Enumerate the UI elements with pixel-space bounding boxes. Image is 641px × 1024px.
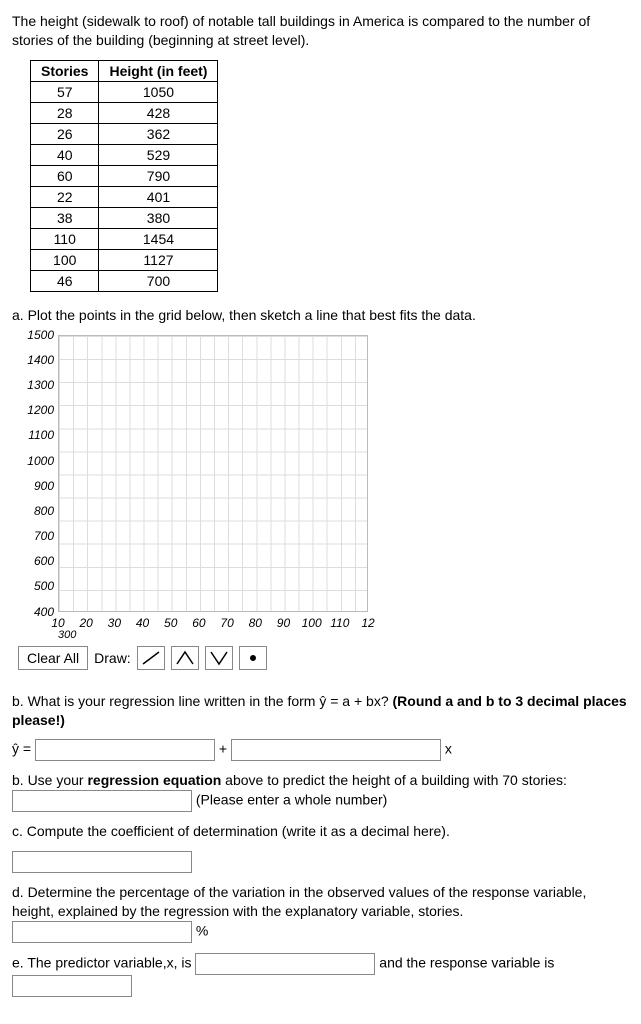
table-cell: 38	[31, 207, 99, 228]
y-axis-label: 700	[18, 529, 54, 543]
table-row: 26362	[31, 123, 218, 144]
x-axis-label: 12	[361, 616, 374, 630]
table-cell: 40	[31, 144, 99, 165]
table-cell: 428	[99, 102, 218, 123]
y-axis-label: 1500	[18, 328, 54, 342]
part-d-prefix: d. Determine the percentage of the varia…	[12, 884, 586, 919]
y-axis-label: 500	[18, 579, 54, 593]
table-row: 1001127	[31, 249, 218, 270]
y-axis-label: 1200	[18, 403, 54, 417]
x-axis-label: 50	[164, 616, 177, 630]
table-cell: 22	[31, 186, 99, 207]
draw-label: Draw:	[94, 650, 131, 666]
slope-input[interactable]	[231, 739, 441, 761]
data-table: StoriesHeight (in feet) 5710502842826362…	[30, 60, 218, 292]
table-cell: 60	[31, 165, 99, 186]
table-row: 1101454	[31, 228, 218, 249]
table-header: Height (in feet)	[99, 60, 218, 81]
x-axis-label: 70	[220, 616, 233, 630]
table-row: 571050	[31, 81, 218, 102]
table-cell: 401	[99, 186, 218, 207]
table-cell: 28	[31, 102, 99, 123]
plot-area[interactable]: 1500140013001200110010009008007006005004…	[18, 335, 378, 640]
valley-tool-icon[interactable]	[205, 646, 233, 670]
y-axis-label: 900	[18, 479, 54, 493]
part-b2-suffix: (Please enter a whole number)	[196, 792, 387, 808]
table-row: 60790	[31, 165, 218, 186]
x-axis-label: 80	[249, 616, 262, 630]
part-b1-text: b. What is your regression line written …	[12, 692, 629, 730]
regression-equation-line: ŷ = + x	[12, 739, 629, 761]
x-axis-label: 20	[79, 616, 92, 630]
table-cell: 380	[99, 207, 218, 228]
part-d-text: d. Determine the percentage of the varia…	[12, 883, 629, 943]
x-axis-label: 100	[302, 616, 322, 630]
predictor-input[interactable]	[195, 953, 375, 975]
response-input[interactable]	[12, 975, 132, 997]
line-tool-icon[interactable]	[137, 646, 165, 670]
table-row: 46700	[31, 270, 218, 291]
x-axis-label: 60	[192, 616, 205, 630]
predict-input[interactable]	[12, 790, 192, 812]
table-row: 22401	[31, 186, 218, 207]
part-b2-mid: above to predict the height of a buildin…	[221, 772, 567, 788]
y-axis-label: 600	[18, 554, 54, 568]
table-cell: 100	[31, 249, 99, 270]
yhat-label: ŷ =	[12, 741, 31, 757]
intro-text: The height (sidewalk to roof) of notable…	[12, 12, 629, 50]
x-axis-label: 90	[277, 616, 290, 630]
table-cell: 1454	[99, 228, 218, 249]
table-cell: 529	[99, 144, 218, 165]
point-tool-icon[interactable]	[239, 646, 267, 670]
table-header: Stories	[31, 60, 99, 81]
plot-grid[interactable]	[58, 335, 368, 612]
table-cell: 700	[99, 270, 218, 291]
x-axis-label: 40	[136, 616, 149, 630]
table-cell: 790	[99, 165, 218, 186]
table-cell: 57	[31, 81, 99, 102]
intercept-input[interactable]	[35, 739, 215, 761]
percentage-input[interactable]	[12, 921, 192, 943]
y-axis-label: 1000	[18, 454, 54, 468]
part-b2-bold: regression equation	[87, 772, 221, 788]
plus-label: +	[219, 741, 227, 757]
table-cell: 110	[31, 228, 99, 249]
y-axis-label: 400	[18, 605, 54, 619]
x-axis-label: 10	[51, 616, 64, 630]
part-e-mid: and the response variable is	[379, 955, 554, 971]
table-cell: 1050	[99, 81, 218, 102]
x-axis-label: 110	[330, 616, 349, 630]
part-c-text: c. Compute the coefficient of determinat…	[12, 822, 629, 841]
table-row: 28428	[31, 102, 218, 123]
part-b2-text: b. Use your regression equation above to…	[12, 771, 629, 812]
table-cell: 362	[99, 123, 218, 144]
y-axis-label: 800	[18, 504, 54, 518]
clear-all-button[interactable]: Clear All	[18, 646, 88, 670]
part-b1-prefix: b. What is your regression line written …	[12, 693, 393, 709]
y-axis-label: 1400	[18, 353, 54, 367]
r2-input[interactable]	[12, 851, 192, 873]
peak-tool-icon[interactable]	[171, 646, 199, 670]
y-axis-label: 1100	[18, 428, 54, 442]
table-row: 40529	[31, 144, 218, 165]
part-a-text: a. Plot the points in the grid below, th…	[12, 306, 629, 325]
table-cell: 1127	[99, 249, 218, 270]
table-cell: 26	[31, 123, 99, 144]
percent-label: %	[196, 923, 208, 939]
x-suffix-label: x	[445, 741, 452, 757]
x-sublabel: 300	[58, 629, 76, 641]
draw-toolbar: Clear All Draw:	[18, 646, 629, 670]
table-cell: 46	[31, 270, 99, 291]
y-axis-label: 1300	[18, 378, 54, 392]
table-row: 38380	[31, 207, 218, 228]
part-e-text: e. The predictor variable,x, is and the …	[12, 953, 629, 997]
part-b2-prefix: b. Use your	[12, 772, 87, 788]
part-e-prefix: e. The predictor variable,x, is	[12, 955, 195, 971]
x-axis-label: 30	[108, 616, 121, 630]
